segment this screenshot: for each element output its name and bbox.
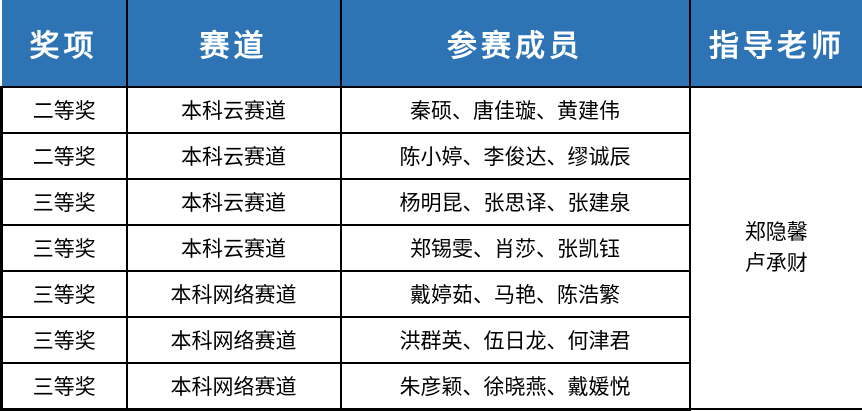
track-cell: 本科云赛道 xyxy=(127,179,341,225)
column-header-members: 参赛成员 xyxy=(341,0,690,87)
track-cell: 本科网络赛道 xyxy=(127,317,341,363)
header-row: 奖项 赛道 参赛成员 指导老师 xyxy=(2,0,862,87)
column-header-track: 赛道 xyxy=(127,0,341,87)
track-cell: 本科网络赛道 xyxy=(127,271,341,317)
award-cell: 三等奖 xyxy=(2,271,127,317)
award-cell: 三等奖 xyxy=(2,225,127,271)
members-cell: 朱彦颖、徐晓燕、戴媛悦 xyxy=(341,363,690,409)
table-header: 奖项 赛道 参赛成员 指导老师 xyxy=(2,0,862,87)
advisors-merged-cell: 郑隐馨 卢承财 xyxy=(690,87,862,409)
advisor-name: 郑隐馨 xyxy=(691,217,862,248)
award-cell: 三等奖 xyxy=(2,179,127,225)
members-cell: 郑锡雯、肖莎、张凯钰 xyxy=(341,225,690,271)
award-cell: 二等奖 xyxy=(2,133,127,179)
advisor-name: 卢承财 xyxy=(691,248,862,279)
members-cell: 杨明昆、张思译、张建泉 xyxy=(341,179,690,225)
track-cell: 本科网络赛道 xyxy=(127,363,341,409)
members-cell: 洪群英、伍日龙、何津君 xyxy=(341,317,690,363)
members-cell: 戴婷茹、马艳、陈浩繁 xyxy=(341,271,690,317)
column-header-advisor: 指导老师 xyxy=(690,0,862,87)
track-cell: 本科云赛道 xyxy=(127,87,341,133)
column-header-award: 奖项 xyxy=(2,0,127,87)
award-cell: 三等奖 xyxy=(2,317,127,363)
award-cell: 三等奖 xyxy=(2,363,127,409)
table-row: 二等奖 本科云赛道 秦硕、唐佳璇、黄建伟 郑隐馨 卢承财 xyxy=(2,87,862,133)
track-cell: 本科云赛道 xyxy=(127,133,341,179)
members-cell: 陈小婷、李俊达、缪诚辰 xyxy=(341,133,690,179)
members-cell: 秦硕、唐佳璇、黄建伟 xyxy=(341,87,690,133)
track-cell: 本科云赛道 xyxy=(127,225,341,271)
award-cell: 二等奖 xyxy=(2,87,127,133)
table-body: 二等奖 本科云赛道 秦硕、唐佳璇、黄建伟 郑隐馨 卢承财 二等奖 本科云赛道 陈… xyxy=(2,87,862,409)
